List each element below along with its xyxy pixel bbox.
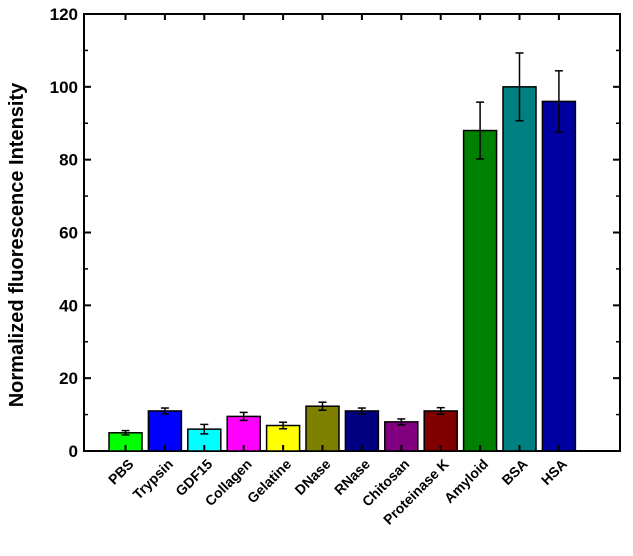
x-tick-label: BSA [498, 456, 530, 488]
y-tick-label: 0 [69, 442, 78, 461]
y-tick-label: 120 [50, 5, 78, 24]
x-tick-label: Gelatine [244, 456, 295, 507]
x-tick-label: DNase [291, 456, 333, 498]
x-tick-label: Trypsin [129, 456, 176, 503]
x-tick-label: PBS [105, 456, 137, 488]
y-tick-label: 40 [59, 296, 78, 315]
bar [305, 405, 340, 452]
bar [147, 410, 183, 452]
plot-frame [83, 13, 621, 452]
y-tick-label: 60 [59, 224, 78, 243]
bar [462, 129, 498, 452]
bar [423, 410, 458, 452]
y-tick-label: 80 [59, 151, 78, 170]
plot-area: 020406080100120PBSTrypsinGDF15CollagenGe… [50, 5, 621, 528]
y-tick-label: 100 [50, 78, 78, 97]
x-tick-label: HSA [538, 456, 570, 488]
y-axis-title: Normalized fluorescence Intensity [6, 82, 28, 407]
bar [502, 86, 537, 452]
y-tick-label: 20 [59, 369, 78, 388]
bar [344, 410, 380, 452]
bar [541, 100, 577, 452]
x-tick-label: Amyloid [441, 456, 491, 506]
